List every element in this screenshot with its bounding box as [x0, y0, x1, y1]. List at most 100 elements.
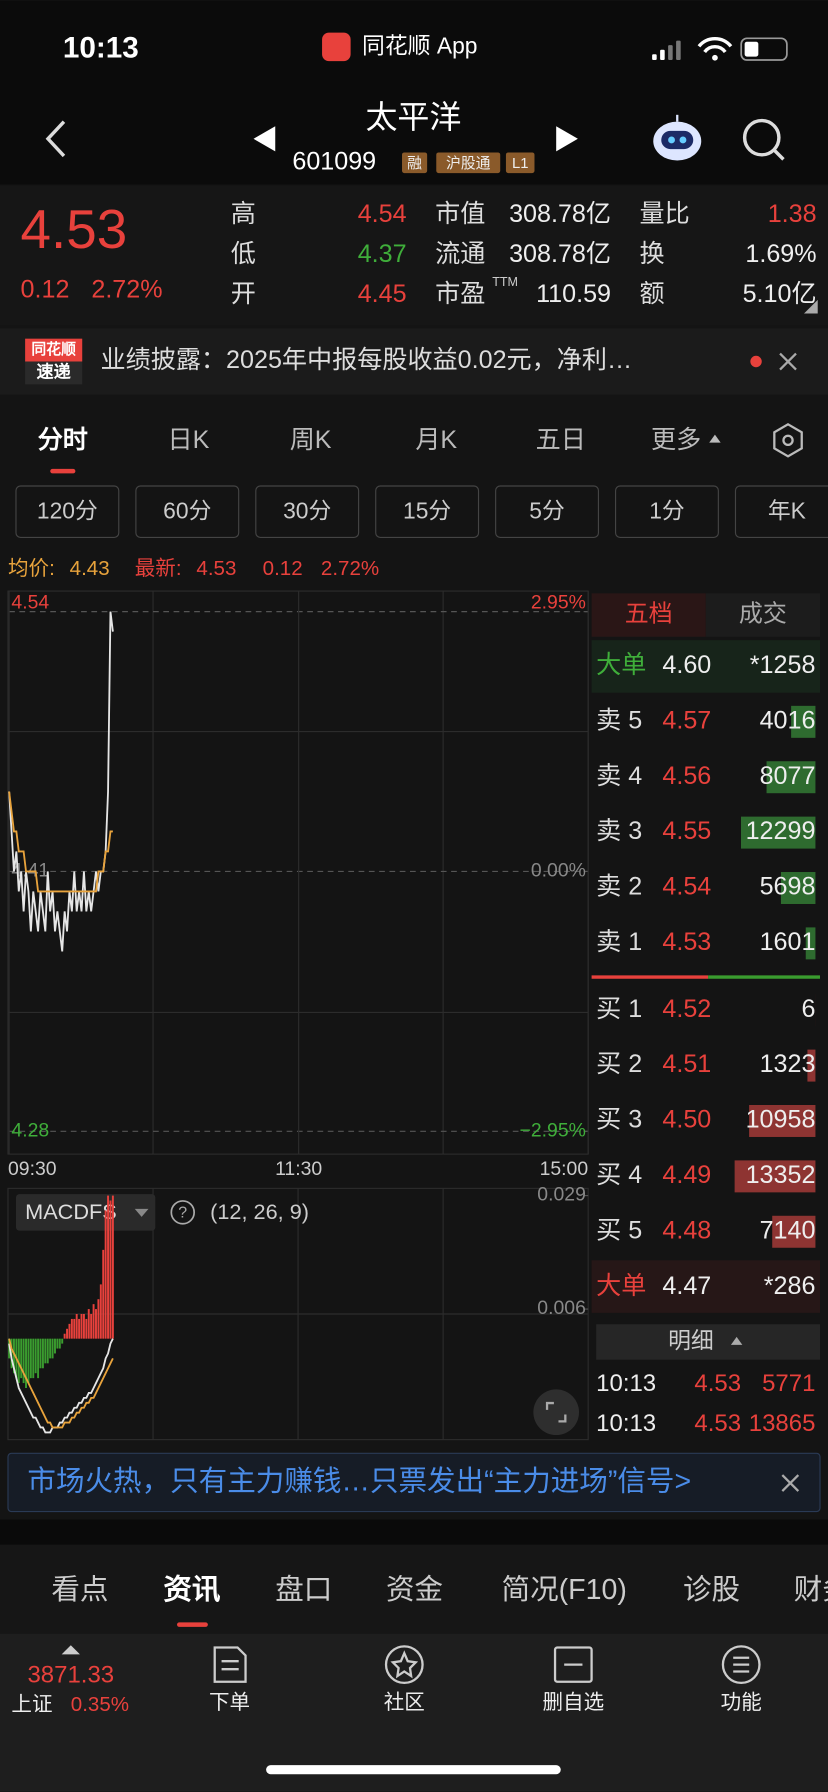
book-volume: *286	[764, 1272, 816, 1300]
period-label: 120分	[37, 497, 98, 523]
detail-price: 4.53	[694, 1370, 741, 1397]
expand-corner[interactable]	[804, 299, 818, 314]
period-button[interactable]	[734, 485, 828, 538]
info-tab[interactable]: 盘口	[275, 1574, 332, 1606]
y-tick-label: 4.54	[11, 592, 49, 614]
book-label: 卖 2	[596, 873, 642, 901]
index-value[interactable]: 3871.33	[27, 1661, 114, 1688]
chart-tab[interactable]: 月K	[415, 426, 457, 454]
histogram-bar	[34, 1338, 37, 1374]
nav-icons	[213, 1645, 761, 1685]
badge: 沪股通	[446, 155, 491, 172]
period-button[interactable]	[375, 485, 480, 538]
histogram-bar	[58, 1338, 61, 1349]
book-volume: 4016	[760, 706, 816, 734]
chart-tab[interactable]: 五日	[536, 426, 586, 454]
stat-label: 市值	[435, 200, 485, 228]
histogram-bar	[92, 1304, 95, 1339]
indicator-select[interactable]	[15, 1194, 156, 1231]
book-price: 4.54	[662, 873, 711, 901]
book-price: 4.50	[662, 1106, 711, 1134]
banner-bg[interactable]	[7, 1452, 821, 1513]
info-tab[interactable]: 财务	[794, 1574, 828, 1606]
book-label: 大单	[596, 1272, 646, 1300]
nav-label[interactable]: 功能	[721, 1691, 762, 1714]
nav-label[interactable]: 删自选	[542, 1691, 604, 1714]
histogram-bar	[109, 1200, 112, 1339]
chart-tab[interactable]: 分时	[38, 426, 88, 454]
index-arrow	[61, 1645, 80, 1655]
index-name: 上证	[11, 1693, 52, 1716]
book-price: 4.55	[662, 817, 711, 845]
detail-time: 10:13	[596, 1370, 656, 1397]
order-tab[interactable]: 成交	[739, 600, 787, 627]
detail-title[interactable]: 明细	[668, 1328, 714, 1354]
histogram-bar	[54, 1338, 56, 1354]
book-volume: 6	[801, 995, 815, 1023]
histogram-bar	[66, 1328, 69, 1339]
y-tick-label: 4.28	[11, 1119, 49, 1141]
news-text[interactable]: 业绩披露：2025年中报每股收益0.02元，净利…	[101, 346, 633, 374]
search-icon[interactable]	[742, 118, 785, 161]
robot-icon[interactable]	[653, 114, 702, 161]
banner-close[interactable]	[781, 1474, 800, 1492]
news-close[interactable]	[779, 352, 797, 371]
period-button[interactable]	[15, 485, 120, 538]
histogram-bar	[102, 1249, 105, 1339]
fullscreen-button[interactable]	[533, 1389, 580, 1436]
histogram-bar	[46, 1338, 49, 1364]
fullscreen-icon	[545, 1401, 567, 1423]
info-tab[interactable]: 资金	[386, 1574, 443, 1606]
stat-value: 308.78亿	[509, 200, 611, 228]
x-tick-label: 09:30	[8, 1158, 57, 1180]
order-tab[interactable]: 五档	[625, 600, 673, 627]
home-indicator	[266, 1765, 561, 1775]
more-arrow	[709, 434, 721, 443]
info-tab[interactable]: 诊股	[683, 1574, 740, 1606]
histogram-bar	[17, 1338, 20, 1384]
prev-stock[interactable]	[253, 126, 276, 152]
chart-tab[interactable]: 日K	[168, 426, 210, 454]
histogram-bar	[82, 1313, 85, 1339]
help-icon[interactable]	[170, 1200, 196, 1225]
stat-sup: TTM	[492, 275, 518, 289]
nav-label[interactable]: 下单	[209, 1691, 250, 1714]
book-label: 买 5	[596, 1216, 642, 1244]
stat-label: 市盈	[435, 280, 485, 308]
histogram-bar	[90, 1313, 93, 1339]
volume-bar	[780, 872, 816, 904]
book-volume: 5698	[760, 873, 816, 901]
index-change: 0.35%	[71, 1693, 129, 1716]
app-icon	[322, 32, 351, 62]
info-tab[interactable]: 看点	[51, 1574, 108, 1606]
wifi-icon	[697, 36, 733, 54]
book-volume: 1601	[760, 928, 816, 956]
y-tick-label: 0.006	[537, 1297, 586, 1319]
book-label: 卖 1	[596, 928, 642, 956]
info-tab[interactable]: 简况(F10)	[502, 1574, 627, 1606]
back-button[interactable]	[45, 120, 66, 158]
nav-label[interactable]: 社区	[384, 1691, 425, 1714]
stat-value: 308.78亿	[509, 240, 611, 268]
last-value: 4.53	[196, 557, 236, 580]
histogram-bar	[104, 1210, 107, 1339]
chart-tab[interactable]: 周K	[290, 426, 332, 454]
book-volume: 12299	[746, 817, 816, 845]
series-line	[8, 1338, 114, 1434]
period-button[interactable]	[615, 485, 719, 538]
book-price: 4.47	[662, 1272, 711, 1300]
settings-icon[interactable]	[773, 423, 803, 458]
period-button[interactable]	[255, 485, 360, 538]
book-volume: 7140	[760, 1216, 816, 1244]
histogram-bar	[85, 1318, 88, 1339]
chart-tab[interactable]: 更多	[651, 426, 701, 454]
change: 0.12	[21, 275, 70, 303]
period-button[interactable]	[495, 485, 600, 538]
banner-text[interactable]: 市场火热，只有主力赚钱…只票发出“主力进场”信号>	[27, 1466, 691, 1498]
info-tab[interactable]: 资讯	[163, 1574, 221, 1606]
next-stock[interactable]	[556, 126, 578, 152]
info-tab-underline	[177, 1622, 208, 1627]
period-button[interactable]	[135, 485, 240, 538]
histogram-bar	[87, 1309, 90, 1339]
histogram-bar	[78, 1318, 81, 1339]
